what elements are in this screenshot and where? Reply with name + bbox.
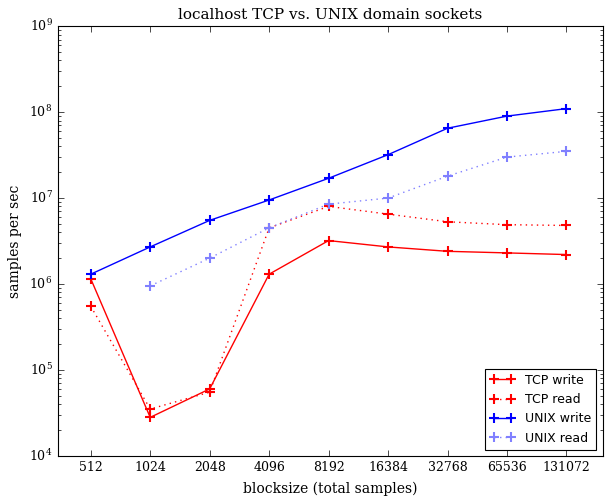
TCP write bbox=[384, 244, 392, 250]
Title: localhost TCP vs. UNIX domain sockets: localhost TCP vs. UNIX domain sockets bbox=[178, 9, 483, 22]
Line: UNIX write: UNIX write bbox=[86, 104, 571, 279]
TCP write bbox=[87, 276, 95, 282]
UNIX write bbox=[147, 244, 154, 250]
Y-axis label: samples per sec: samples per sec bbox=[9, 184, 23, 298]
UNIX write bbox=[563, 106, 570, 112]
UNIX read bbox=[265, 225, 273, 231]
TCP write bbox=[206, 386, 213, 392]
TCP read bbox=[563, 222, 570, 228]
TCP write bbox=[325, 237, 332, 243]
Legend: TCP write, TCP read, UNIX write, UNIX read: TCP write, TCP read, UNIX write, UNIX re… bbox=[485, 369, 596, 450]
TCP read bbox=[444, 219, 451, 225]
UNIX read bbox=[325, 201, 332, 207]
TCP read bbox=[265, 225, 273, 231]
UNIX read bbox=[444, 173, 451, 179]
UNIX write bbox=[265, 197, 273, 203]
TCP write bbox=[563, 251, 570, 258]
UNIX write bbox=[384, 152, 392, 158]
UNIX read bbox=[503, 154, 511, 160]
UNIX read bbox=[563, 148, 570, 154]
Line: TCP read: TCP read bbox=[86, 202, 571, 414]
UNIX write bbox=[87, 271, 95, 277]
UNIX write bbox=[325, 175, 332, 181]
TCP read bbox=[147, 406, 154, 412]
UNIX write bbox=[444, 125, 451, 131]
UNIX read bbox=[147, 283, 154, 289]
TCP write bbox=[265, 271, 273, 277]
TCP write bbox=[147, 414, 154, 420]
TCP write bbox=[503, 250, 511, 256]
TCP write bbox=[444, 248, 451, 255]
UNIX write bbox=[206, 217, 213, 223]
UNIX write bbox=[503, 113, 511, 119]
TCP read bbox=[325, 204, 332, 210]
Line: TCP write: TCP write bbox=[86, 236, 571, 422]
TCP read bbox=[87, 303, 95, 309]
X-axis label: blocksize (total samples): blocksize (total samples) bbox=[243, 481, 418, 495]
TCP read bbox=[503, 222, 511, 228]
TCP read bbox=[206, 389, 213, 395]
TCP read bbox=[384, 211, 392, 217]
UNIX read bbox=[206, 255, 213, 261]
UNIX read bbox=[384, 195, 392, 201]
Line: UNIX read: UNIX read bbox=[145, 147, 571, 291]
